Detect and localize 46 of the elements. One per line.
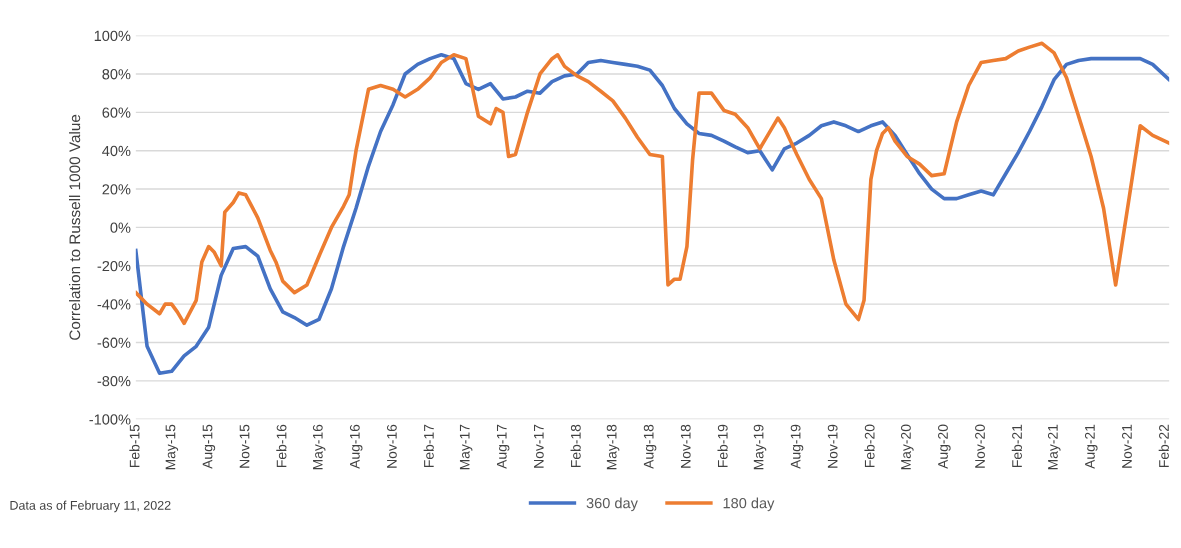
x-tick-label: Aug-15 <box>202 424 216 469</box>
x-tick-label: Aug-18 <box>643 424 657 469</box>
x-tick-label: Aug-16 <box>349 424 363 469</box>
legend-label: 360 day <box>586 497 638 512</box>
x-tick-label: Feb-16 <box>276 424 287 467</box>
x-tick-label: Nov-16 <box>386 424 397 468</box>
x-tick-label: Feb-15 <box>129 424 140 467</box>
y-tick-label: 0% <box>110 222 131 233</box>
legend-label: 180 day <box>723 497 775 512</box>
line-series <box>135 41 1170 326</box>
x-tick-label: Feb-17 <box>423 424 434 467</box>
x-tick-label: Feb-21 <box>1011 424 1022 467</box>
x-tick-label: May-21 <box>1047 424 1061 470</box>
x-tick-label: Nov-21 <box>1122 424 1132 468</box>
text: Data as of February 11, 2022 <box>10 500 171 513</box>
y-tick-label: 20% <box>102 184 131 195</box>
x-tick-label: May-20 <box>901 424 914 470</box>
x-tick-label: Aug-19 <box>790 424 804 469</box>
y-tick-label: 100% <box>94 30 131 42</box>
x-tick-label: Aug-21 <box>1084 424 1098 469</box>
y-axis-title: Correlation to Russell 1000 Value <box>69 114 81 340</box>
x-tick-label: May-19 <box>753 424 767 470</box>
y-tick-label: -100% <box>89 414 131 425</box>
x-tick-label: May-18 <box>606 424 620 470</box>
x-tick-label: Feb-20 <box>864 424 875 467</box>
y-tick-label: -20% <box>97 260 131 272</box>
line-series <box>135 52 1170 375</box>
y-tick-label: 80% <box>102 69 131 80</box>
y-tick-label: -60% <box>97 337 131 348</box>
x-tick-label: May-15 <box>165 424 179 470</box>
x-tick-label: May-16 <box>312 424 326 470</box>
y-tick-label: 40% <box>102 145 131 157</box>
x-tick-label: Aug-20 <box>938 424 951 469</box>
x-tick-label: Feb-18 <box>570 424 581 467</box>
x-tick-label: Nov-15 <box>239 424 250 468</box>
x-tick-label: Nov-18 <box>680 424 691 468</box>
y-tick-label: -80% <box>97 375 131 387</box>
x-tick-label: Nov-19 <box>827 424 838 468</box>
y-tick-label: -40% <box>97 299 131 310</box>
y-tick-label: 60% <box>102 107 131 118</box>
x-tick-label: May-17 <box>459 424 473 470</box>
x-tick-label: Feb-22 <box>1158 424 1169 467</box>
x-tick-label: Nov-20 <box>975 424 985 468</box>
x-tick-label: Nov-17 <box>534 424 544 468</box>
x-tick-label: Aug-17 <box>496 424 510 469</box>
x-tick-label: Feb-19 <box>717 424 728 467</box>
